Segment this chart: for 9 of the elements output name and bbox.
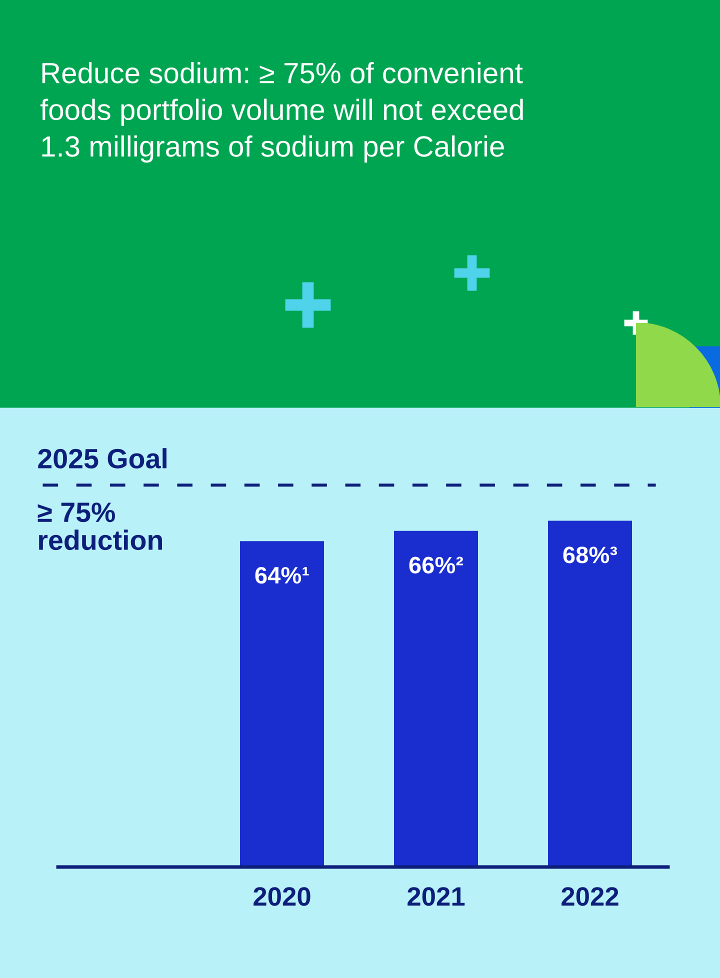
- chart-title: Reduce sodium: ≥ 75% of convenient foods portfolio volume will not exceed 1.3 milligrams of sodium per Calorie: [40, 62, 523, 163]
- text: ≥ 75% reduction: [38, 502, 162, 550]
- x-tick-label: 2021: [408, 887, 465, 906]
- data-label: 64%¹: [255, 566, 309, 584]
- x-tick-label: 2020: [254, 887, 310, 906]
- x-tick-label: 2022: [562, 887, 618, 906]
- ref-line-label: 2025 Goal: [38, 448, 166, 468]
- data-label: 66%²: [409, 556, 464, 574]
- data-label: 68%³: [563, 546, 618, 564]
